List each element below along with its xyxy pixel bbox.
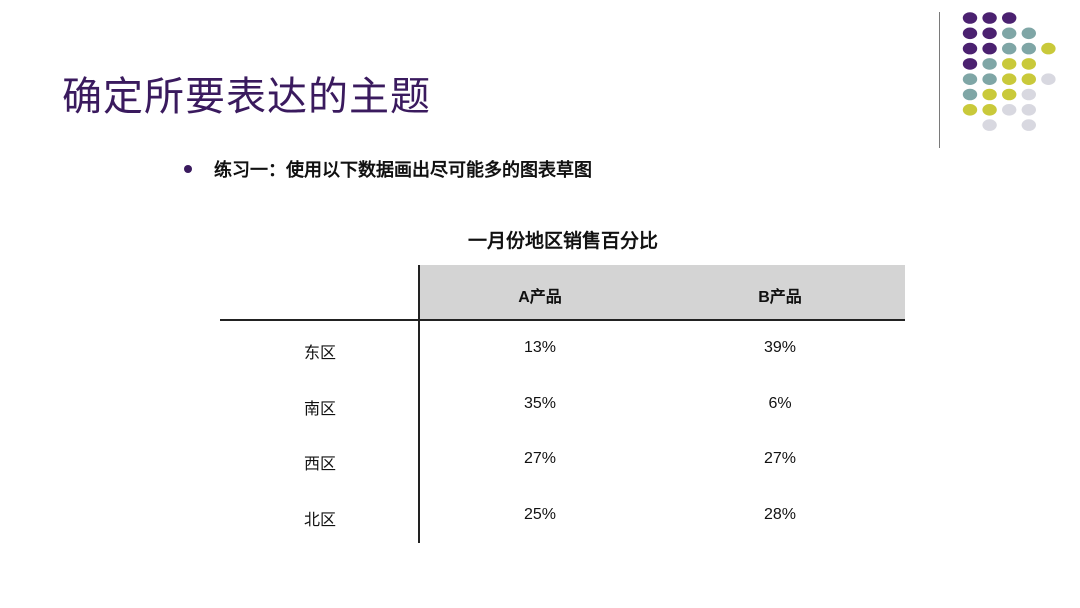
cell-a-value: 27% — [523, 450, 557, 467]
cell-b-value: 6% — [768, 395, 792, 412]
decorative-dot — [1002, 58, 1017, 70]
row-label: 东区 — [303, 343, 336, 362]
bullet-text: 练习一：使用以下数据画出尽可能多的图表草图 — [214, 160, 592, 181]
decorative-dot — [982, 42, 997, 55]
table-title: 一月份地区销售百分比 — [0, 226, 1080, 253]
decorative-dot — [1041, 42, 1056, 55]
decorative-dot — [1021, 104, 1036, 116]
decorative-dot — [1041, 73, 1056, 85]
decorative-dot — [982, 119, 997, 131]
decorative-dot — [1021, 27, 1036, 40]
cell-b-value: 27% — [763, 450, 797, 467]
bullet-item: 练习一：使用以下数据画出尽可能多的图表草图 — [184, 156, 592, 182]
table-header-background — [420, 265, 905, 320]
cell-a-value: 35% — [523, 395, 557, 412]
decorative-dot — [1002, 73, 1017, 85]
decorative-dot — [962, 104, 978, 116]
cell-a-value: 25% — [523, 506, 557, 523]
decorative-dot — [982, 58, 997, 70]
decorative-dot — [962, 88, 978, 101]
table-title-text: 一月份地区销售百分比 — [467, 230, 658, 252]
decorative-dot — [982, 73, 997, 85]
decorative-dot — [1002, 88, 1017, 101]
decorative-divider-line — [939, 12, 940, 148]
decorative-dot — [1002, 27, 1017, 40]
column-header-b: B产品 — [758, 289, 802, 306]
cell-a-value: 13% — [523, 339, 557, 356]
decorative-dot — [1021, 73, 1036, 85]
row-label: 西区 — [303, 454, 336, 473]
decorative-dot — [1021, 88, 1036, 101]
decorative-dot — [1002, 104, 1017, 116]
decorative-dot — [1002, 42, 1017, 55]
row-label: 南区 — [303, 399, 336, 418]
slide-title: 确定所要表达的主题 — [62, 74, 431, 120]
decorative-dot — [962, 58, 978, 70]
row-label: 北区 — [303, 510, 336, 529]
decorative-dot — [982, 27, 997, 40]
cell-b-value: 28% — [763, 506, 797, 523]
decorative-dot — [962, 27, 978, 40]
decorative-dot — [982, 12, 997, 24]
decorative-dot — [1021, 58, 1036, 70]
decorative-dot — [1021, 42, 1036, 55]
decorative-dot — [1002, 12, 1017, 24]
decorative-dot — [962, 73, 978, 85]
decorative-dot — [1021, 119, 1036, 131]
decorative-dot — [962, 42, 978, 55]
decorative-dot — [982, 88, 997, 101]
table-horizontal-divider — [220, 319, 905, 321]
column-header-a: A产品 — [518, 289, 562, 306]
table-vertical-divider — [418, 265, 420, 543]
decorative-dot — [982, 104, 997, 116]
bullet-dot-icon — [184, 165, 192, 173]
cell-b-value: 39% — [763, 339, 797, 356]
decorative-dot — [962, 12, 978, 24]
